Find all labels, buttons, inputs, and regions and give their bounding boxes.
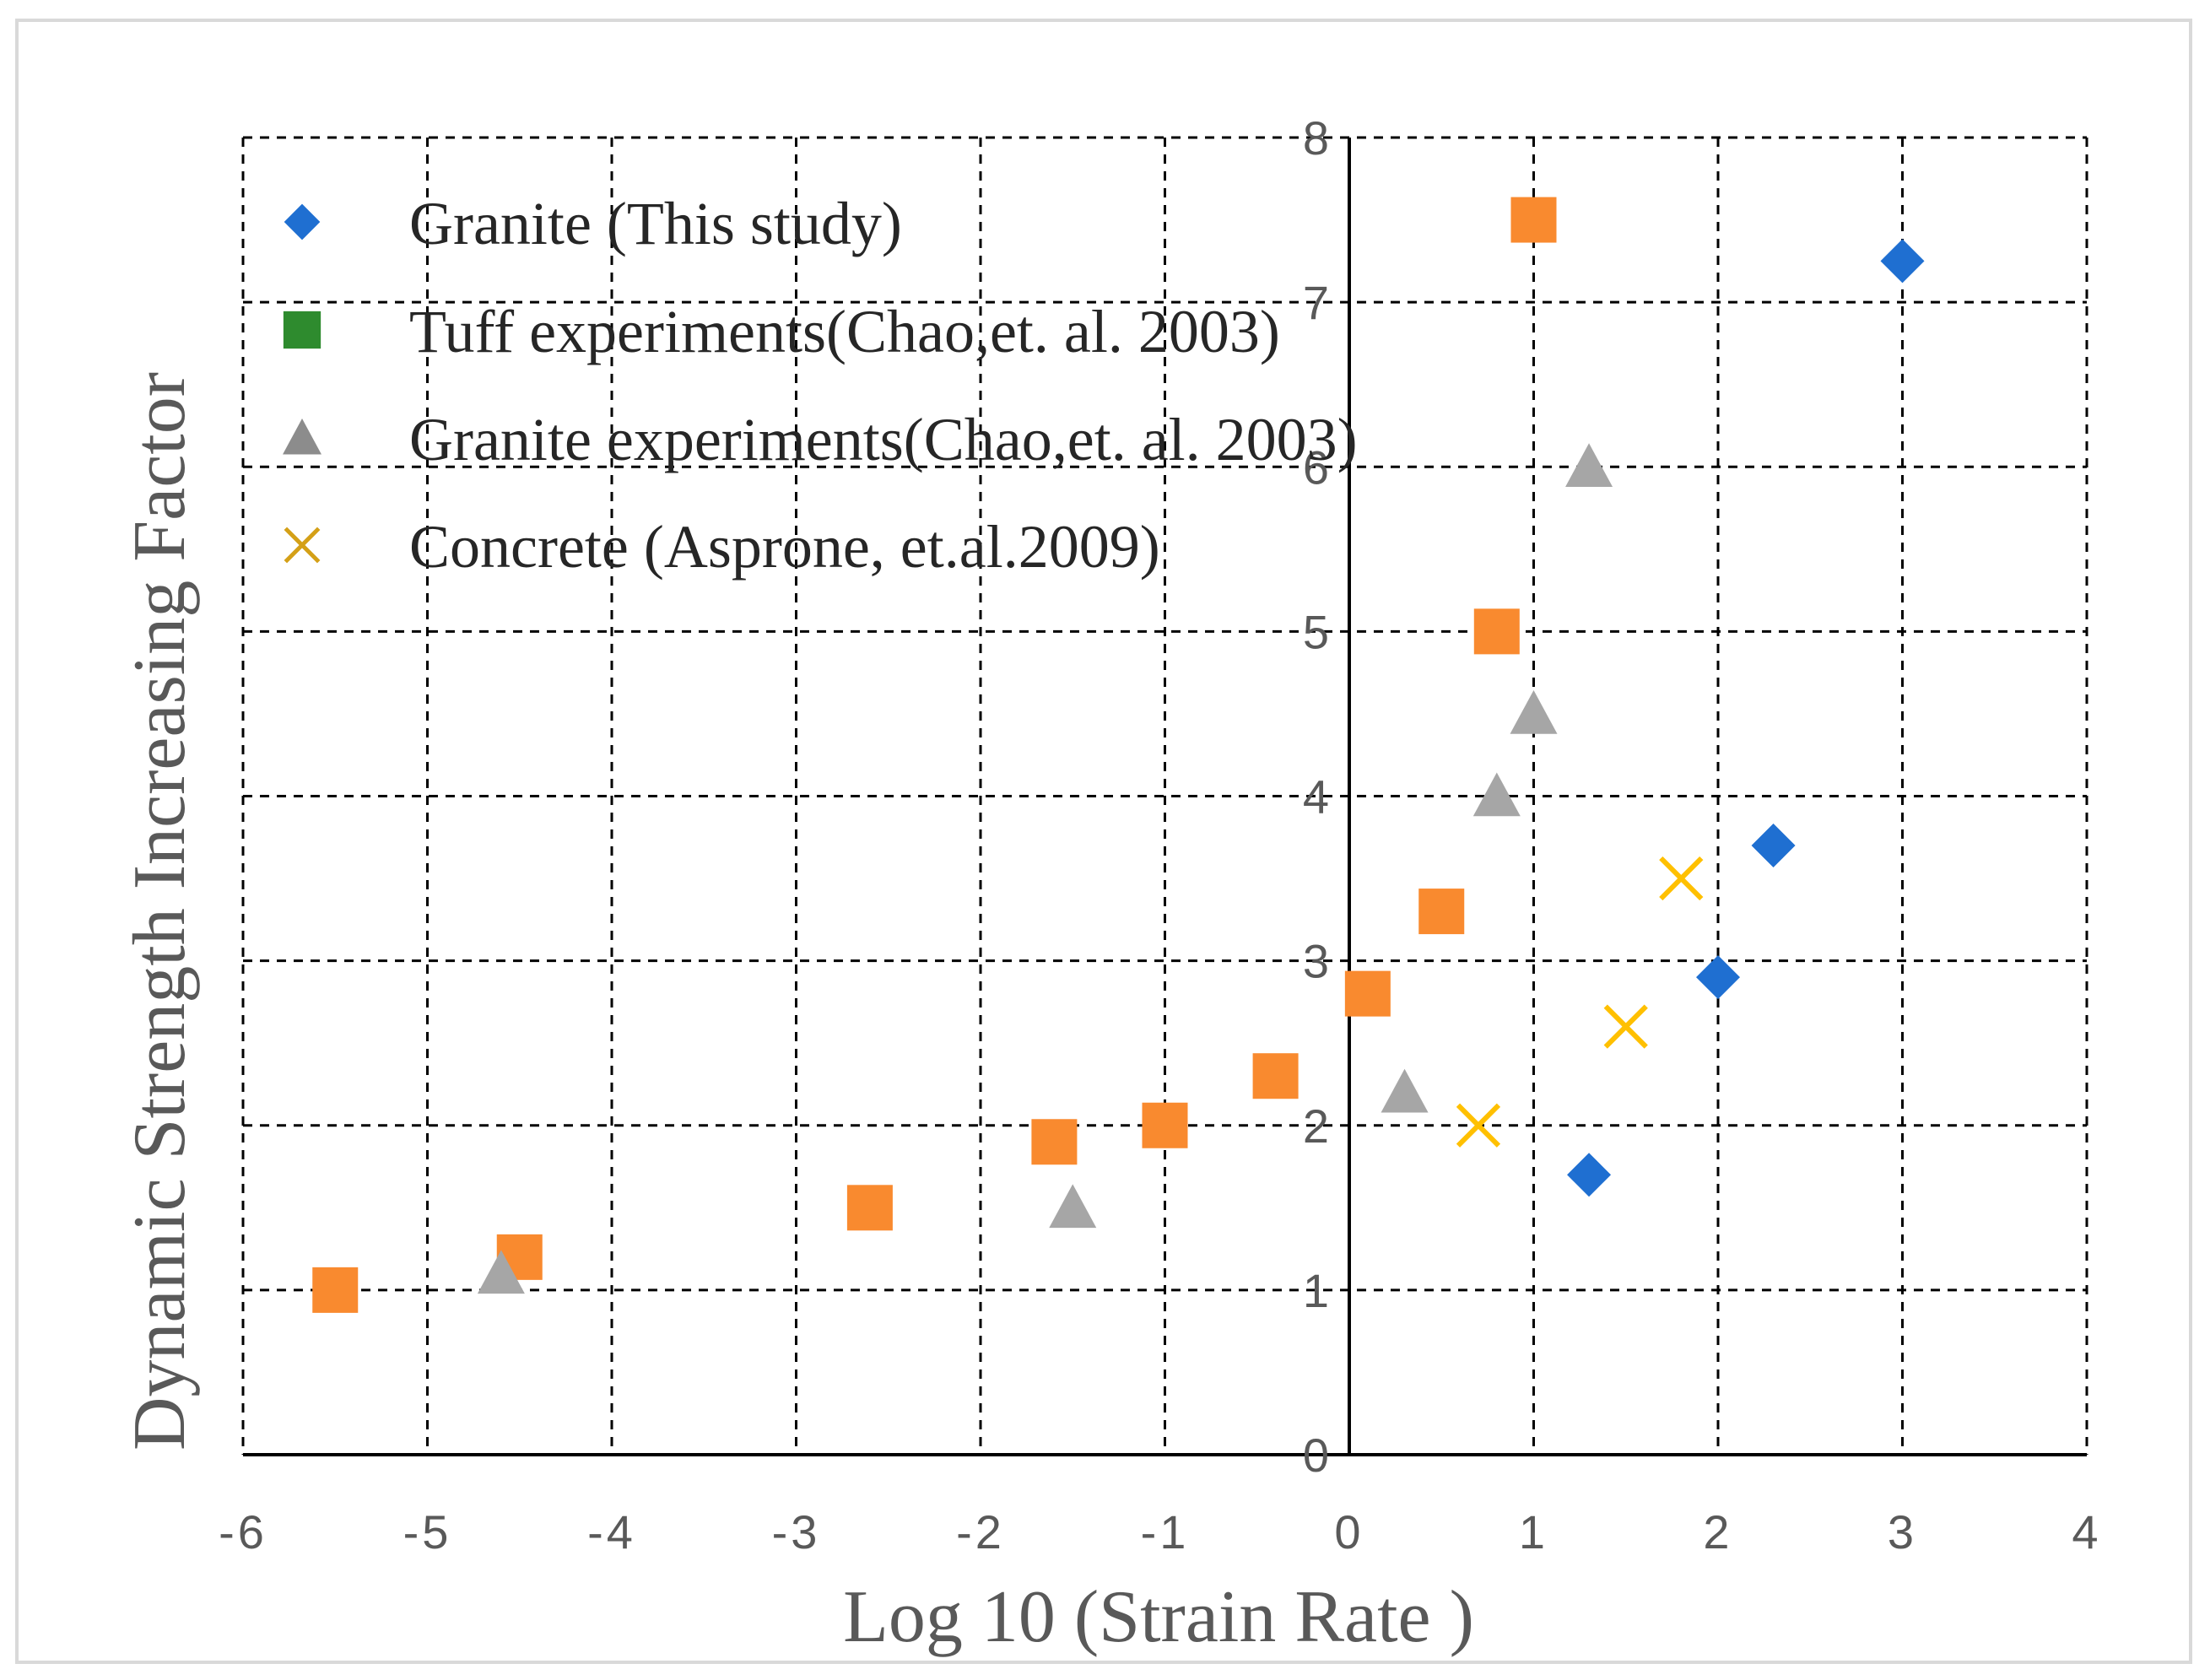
y-tick-label: 5 — [1303, 605, 1332, 658]
point-series-2 — [1031, 1119, 1078, 1165]
point-series-2 — [1344, 970, 1391, 1017]
point-series-1 — [1696, 955, 1740, 1000]
axes — [243, 138, 2087, 1456]
legend-marker-1 — [284, 203, 321, 240]
legend-marker-3 — [283, 419, 322, 455]
y-tick-label: 4 — [1303, 770, 1332, 824]
x-axis-title: Log 10 (Strain Rate ) — [843, 1576, 1474, 1658]
point-series-4 — [1659, 856, 1704, 901]
x-tick-label: -4 — [587, 1505, 636, 1558]
y-axis-title: Dynamic Strength Increasing Factor — [119, 372, 201, 1450]
y-tick-label: 1 — [1303, 1264, 1332, 1317]
legend: Granite (This study) Tuff experiments(Cha… — [283, 190, 1358, 581]
point-series-1 — [1567, 1153, 1612, 1197]
data-points — [312, 197, 1925, 1313]
point-series-3 — [1565, 443, 1613, 488]
point-series-3 — [1049, 1184, 1097, 1229]
legend-label-1: Granite (This study) — [409, 190, 902, 257]
y-tick-label: 3 — [1303, 935, 1332, 988]
x-tick-label: 0 — [1334, 1505, 1364, 1558]
point-series-1 — [1880, 239, 1925, 284]
x-tick-label: -1 — [1141, 1505, 1190, 1558]
tick-labels: -6 -5 -4 -3 -2 -1 0 1 2 3 4 0 1 2 3 4 5 6 7 8 — [219, 111, 2101, 1558]
x-tick-label: 1 — [1519, 1505, 1548, 1558]
legend-marker-4 — [284, 527, 321, 564]
y-tick-label: 6 — [1303, 440, 1332, 494]
point-series-2 — [1473, 608, 1520, 655]
y-tick-label: 8 — [1303, 111, 1332, 165]
point-series-2 — [1510, 197, 1557, 243]
point-series-2 — [1418, 889, 1465, 935]
y-tick-label: 2 — [1303, 1099, 1332, 1153]
x-tick-label: -3 — [772, 1505, 821, 1558]
point-series-4 — [1603, 1004, 1648, 1049]
x-tick-label: 3 — [1888, 1505, 1917, 1558]
point-series-2 — [312, 1267, 359, 1313]
x-tick-label: -5 — [403, 1505, 452, 1558]
point-series-2 — [846, 1185, 893, 1231]
y-tick-label: 0 — [1303, 1429, 1332, 1482]
legend-label-3: Granite experiments(Chao,et. al. 2003) — [409, 406, 1358, 473]
point-series-3 — [1472, 772, 1521, 817]
chart-frame — [15, 19, 2192, 1664]
point-series-3 — [477, 1250, 525, 1294]
y-tick-label: 7 — [1303, 276, 1332, 329]
legend-label-4: Concrete (Asprone, et.al.2009) — [409, 513, 1160, 581]
x-tick-label: 2 — [1703, 1505, 1732, 1558]
x-tick-label: -2 — [956, 1505, 1005, 1558]
point-series-1 — [1751, 824, 1796, 868]
legend-label-2: Tuff experiments(Chao,et. al. 2003) — [409, 298, 1280, 365]
point-series-4 — [1456, 1103, 1501, 1148]
point-series-3 — [1381, 1068, 1429, 1113]
x-tick-label: -6 — [219, 1505, 267, 1558]
point-series-2 — [1142, 1102, 1188, 1148]
legend-marker-2 — [283, 311, 322, 349]
x-tick-label: 4 — [2072, 1505, 2101, 1558]
point-series-3 — [1510, 689, 1558, 734]
point-series-2 — [1252, 1053, 1299, 1099]
